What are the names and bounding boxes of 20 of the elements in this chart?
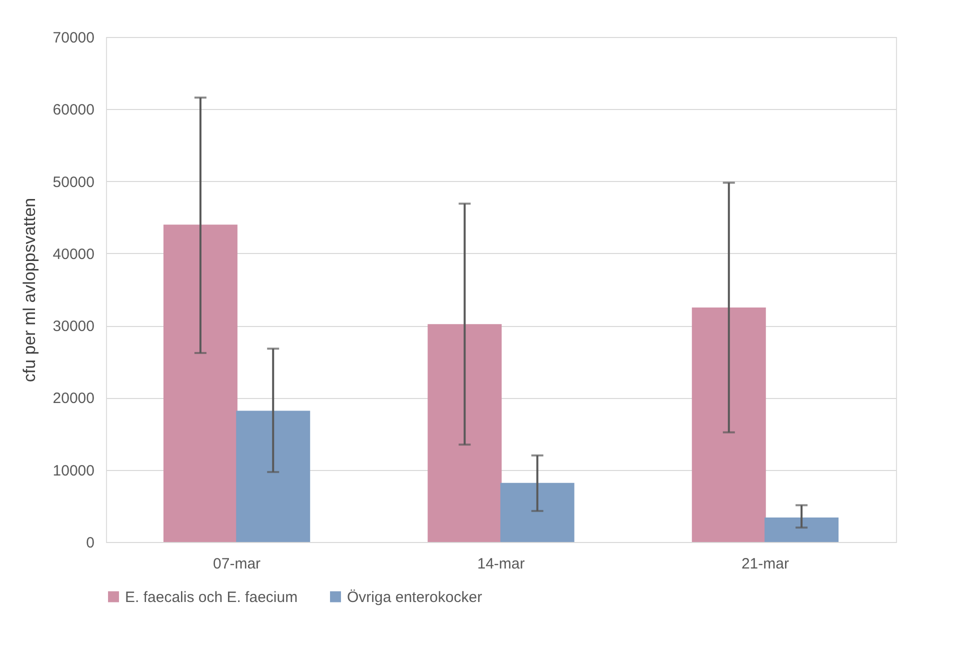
bar (500, 482, 574, 542)
y-tick-label: 10000 (52, 462, 94, 480)
x-tick-label: 07-mar (213, 556, 261, 572)
legend-label: E. faecalis och E. faecium (125, 588, 298, 606)
y-tick-label: 50000 (52, 174, 94, 191)
y-axis-title: cfu per ml avloppsvatten (20, 198, 39, 382)
y-tick-label: 40000 (52, 246, 94, 263)
bar (163, 224, 238, 542)
bar (764, 517, 839, 542)
bar (236, 410, 310, 542)
y-tick-label: 0 (86, 534, 94, 552)
y-tick-label: 70000 (52, 30, 94, 46)
y-tick-label: 30000 (52, 318, 94, 336)
legend-label: Övriga enterokocker (347, 588, 482, 606)
y-tick-label: 20000 (52, 390, 94, 408)
y-tick-label: 60000 (52, 102, 94, 119)
x-tick-label: 21-mar (741, 556, 789, 572)
x-tick-label: 14-mar (477, 556, 525, 572)
bar (692, 308, 766, 542)
bar (428, 324, 502, 542)
